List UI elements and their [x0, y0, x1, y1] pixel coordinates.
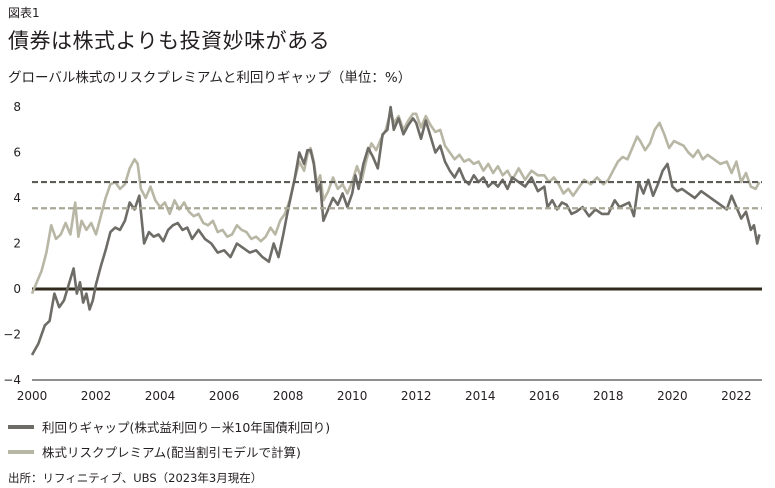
x-tick-label: 2020: [657, 389, 688, 403]
legend-swatch-gap: [8, 424, 34, 429]
legend-label-erp: 株式リスクプレミアム(配当割引モデルで計算): [42, 445, 301, 460]
y-tick-label: 0: [13, 282, 21, 296]
x-tick-label: 2000: [17, 389, 48, 403]
y-tick-label: 2: [13, 237, 21, 251]
x-tick-label: 2016: [529, 389, 560, 403]
chart-title: 債券は株式よりも投資妙味がある: [8, 29, 331, 53]
chart-area: −4 −2 0 2 4 6 8 2000 2002 2004 2006 2008 2010 2012 201…: [3, 100, 762, 403]
y-tick-label: −4: [3, 373, 21, 387]
x-tick-label: 2006: [209, 389, 240, 403]
series-line-gap: [30, 105, 761, 356]
source-note: 出所：リフィニティブ、UBS（2023年3月現在）: [8, 471, 263, 485]
x-tick-label: 2018: [593, 389, 624, 403]
x-tick-label: 2012: [401, 389, 432, 403]
x-tick-label: 2022: [721, 389, 752, 403]
chart-subtitle: グローバル株式のリスクプレミアムと利回りギャップ（単位：%）: [8, 70, 412, 86]
x-tick-label: 2004: [145, 389, 176, 403]
y-tick-label: 6: [13, 146, 21, 160]
y-tick-label: 4: [13, 191, 21, 205]
figure-label: 図表1: [8, 6, 40, 20]
legend-swatch-erp: [8, 449, 34, 454]
legend-label-gap: 利回りギャップ(株式益利回り－米10年国債利回り): [42, 420, 331, 435]
legend-item-erp: 株式リスクプレミアム(配当割引モデルで計算): [8, 442, 301, 461]
y-tick-label: −2: [3, 328, 21, 342]
legend-item-gap: 利回りギャップ(株式益利回り－米10年国債利回り): [8, 417, 330, 436]
y-tick-label: 8: [13, 100, 21, 114]
x-tick-label: 2010: [337, 389, 368, 403]
x-tick-label: 2014: [465, 389, 496, 403]
x-tick-label: 2002: [81, 389, 112, 403]
x-tick-label: 2008: [273, 389, 304, 403]
